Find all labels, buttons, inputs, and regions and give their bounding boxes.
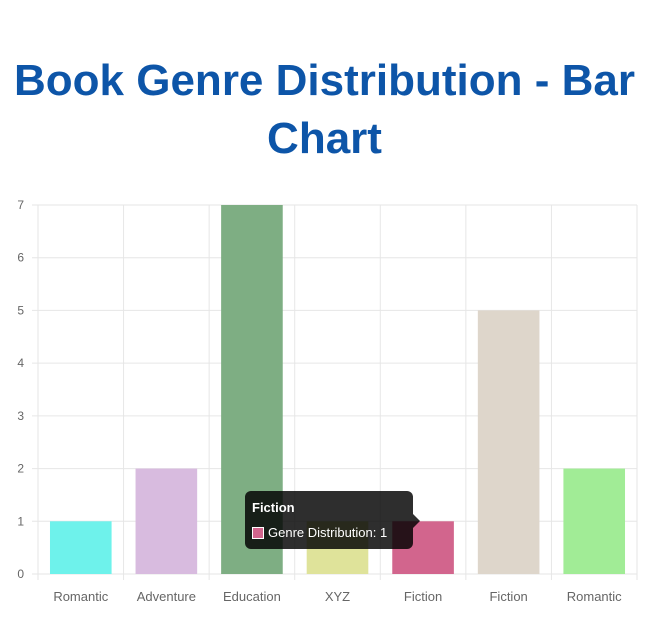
bar-adventure[interactable] bbox=[135, 468, 198, 574]
bar-chart[interactable]: 0 1 2 3 4 5 6 7 Romantic Adventure Education XYZ Fi… bbox=[0, 190, 649, 621]
chart-canvas[interactable]: 0 1 2 3 4 5 6 7 Romantic Adventure Education XYZ Fi… bbox=[0, 190, 649, 621]
y-tick-label: 1 bbox=[17, 514, 24, 528]
x-tick-label: Adventure bbox=[137, 589, 196, 604]
y-tick-label: 6 bbox=[17, 251, 24, 265]
tooltip-label: Genre Distribution: 1 bbox=[268, 525, 388, 540]
y-tick-label: 2 bbox=[17, 462, 24, 476]
tooltip-title: Fiction bbox=[252, 500, 295, 515]
x-tick-label: Fiction bbox=[489, 589, 527, 604]
bar-romantic[interactable] bbox=[49, 521, 112, 574]
bar-fiction[interactable] bbox=[477, 310, 540, 574]
page-title: Book Genre Distribution - Bar Chart bbox=[14, 56, 635, 163]
x-tick-label: Romantic bbox=[53, 589, 108, 604]
bar-romantic[interactable] bbox=[563, 468, 626, 574]
x-tick-label: Education bbox=[223, 589, 281, 604]
y-tick-label: 5 bbox=[17, 303, 24, 317]
tooltip-row: Genre Distribution: 1 bbox=[252, 525, 406, 541]
x-tick-label: Romantic bbox=[567, 589, 622, 604]
y-tick-label: 3 bbox=[17, 409, 24, 423]
chart-tooltip: Fiction Genre Distribution: 1 bbox=[245, 491, 420, 549]
y-tick-label: 4 bbox=[17, 356, 24, 370]
y-axis: 0 1 2 3 4 5 6 7 bbox=[17, 198, 24, 581]
x-tick-label: Fiction bbox=[404, 589, 442, 604]
y-tick-label: 7 bbox=[17, 198, 24, 212]
y-tick-label: 0 bbox=[17, 567, 24, 581]
x-tick-label: XYZ bbox=[325, 589, 350, 604]
x-axis: Romantic Adventure Education XYZ Fiction Fict… bbox=[53, 589, 622, 604]
tooltip-color-swatch bbox=[252, 527, 264, 539]
